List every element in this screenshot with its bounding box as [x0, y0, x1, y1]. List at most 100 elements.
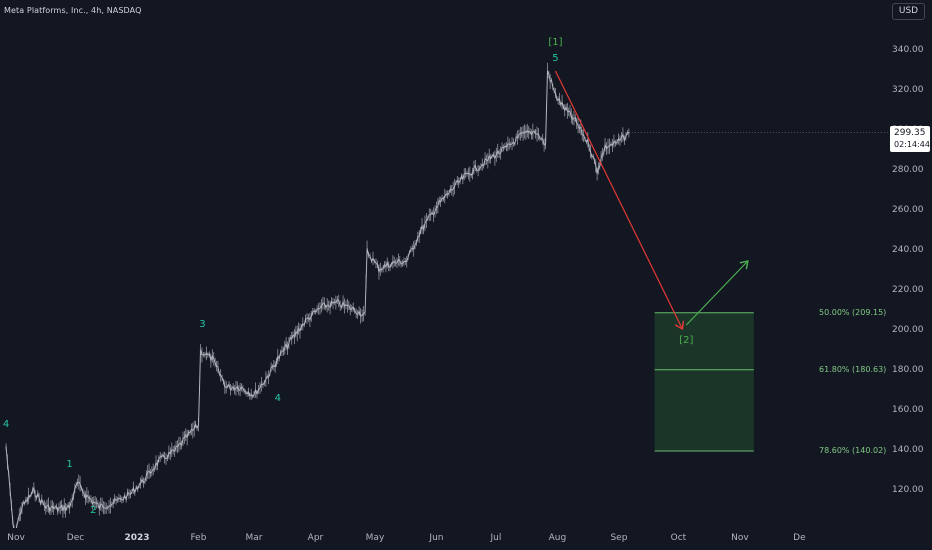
last-price-value: 299.35: [894, 128, 926, 138]
data-point-44: [546, 70, 549, 72]
y-tick-label: 340.00: [892, 45, 924, 55]
wave-label: 4: [274, 393, 281, 404]
x-tick-label: Jun: [429, 533, 444, 543]
data-point-19: [225, 386, 227, 388]
data-point-39: [491, 156, 493, 158]
x-tick-label: De: [793, 533, 806, 543]
x-tick-label: Dec: [66, 533, 85, 543]
down-projection-arrow: [554, 70, 682, 329]
data-point-24: [291, 338, 293, 340]
y-tick-label: 280.00: [892, 165, 924, 175]
data-point-3: [33, 490, 35, 492]
data-point-7: [76, 482, 79, 484]
data-point-41: [521, 134, 523, 136]
y-tick-label: 220.00: [892, 285, 924, 295]
x-tick-label: Nov: [7, 533, 25, 543]
wave-label: 5: [552, 53, 559, 64]
data-point-11: [128, 494, 130, 496]
data-point-28: [352, 308, 354, 310]
y-tick-label: 260.00: [892, 205, 924, 215]
data-point-8: [84, 494, 87, 496]
data-point-10: [112, 502, 114, 504]
data-point-15: [187, 434, 190, 436]
x-tick-label: Feb: [190, 533, 207, 543]
data-point-46: [562, 106, 565, 108]
data-point-16: [197, 424, 200, 426]
x-tick-label: Sep: [610, 533, 628, 543]
y-tick-label: 140.00: [892, 445, 924, 455]
wave-label: 3: [199, 319, 206, 330]
x-tick-label: Apr: [307, 533, 324, 543]
x-tick-label: Mar: [245, 533, 263, 543]
data-point-49: [596, 170, 598, 172]
data-point-47: [574, 120, 576, 122]
data-point-5: [57, 508, 59, 510]
x-tick-label: May: [365, 533, 385, 543]
data-point-50: [604, 146, 606, 148]
wave-label: 1: [66, 459, 73, 470]
y-tick-label: 180.00: [892, 365, 924, 375]
data-point-34: [420, 230, 422, 232]
data-point-20: [239, 386, 241, 388]
price-series-line: [5, 70, 630, 528]
data-point-40: [507, 146, 509, 148]
chart-svg: [5, 62, 888, 528]
data-point-4: [45, 506, 47, 508]
data-point-22: [265, 378, 267, 380]
data-point-27: [336, 302, 338, 304]
data-point-35: [435, 206, 438, 208]
data-point-6: [68, 506, 71, 508]
data-point-17: [199, 350, 202, 352]
wave-label: [1]: [548, 37, 563, 48]
data-point-32: [392, 262, 394, 264]
data-point-36: [449, 190, 451, 192]
data-point-43: [544, 144, 547, 146]
data-point-25: [304, 320, 307, 322]
x-tick-label: Aug: [548, 533, 567, 543]
y-tick-label: 160.00: [892, 405, 924, 415]
data-point-48: [588, 144, 590, 146]
data-point-23: [277, 358, 279, 360]
data-point-9: [98, 506, 100, 508]
bar-countdown: 02:14:44: [894, 140, 930, 149]
price-scale[interactable]: [888, 0, 932, 528]
wave-label: [2]: [679, 335, 694, 346]
chart-title: Meta Platforms, Inc., 4h, NASDAQ: [4, 6, 142, 15]
y-tick-label: 320.00: [892, 85, 924, 95]
x-tick-label: Oct: [670, 533, 687, 543]
data-point-30: [366, 250, 368, 252]
fib-level-label: 61.80% (180.63): [819, 364, 887, 374]
y-tick-label: 120.00: [892, 485, 924, 495]
data-point-21: [253, 394, 255, 396]
fib-level-label: 50.00% (209.15): [819, 307, 887, 317]
data-point-51: [616, 142, 618, 144]
data-point-18: [211, 358, 213, 360]
data-point-38: [477, 166, 479, 168]
data-point-14: [174, 450, 176, 452]
up-projection-arrow: [685, 261, 747, 326]
data-point-29: [364, 314, 366, 316]
last-price-label: 299.35 02:14:44: [890, 126, 930, 152]
data-point-12: [144, 478, 146, 480]
data-point-42: [535, 130, 537, 132]
chart-area[interactable]: [0, 0, 888, 528]
data-point-33: [406, 260, 408, 262]
data-point-2: [21, 506, 23, 508]
data-point-26: [320, 306, 323, 308]
wave-label: 4: [2, 419, 10, 430]
data-point-31: [378, 268, 380, 270]
x-tick-label: Jul: [490, 533, 502, 543]
data-point-52: [628, 132, 630, 134]
currency-button[interactable]: USD: [892, 3, 925, 20]
wave-label: 2: [90, 505, 97, 516]
data-point-37: [463, 176, 465, 178]
data-point-0: [5, 446, 7, 448]
data-point-13: [158, 460, 160, 462]
x-tick-label: 2023: [124, 533, 150, 543]
y-tick-label: 240.00: [892, 245, 924, 255]
x-tick-label: Nov: [731, 533, 749, 543]
fib-level-label: 78.60% (140.02): [819, 445, 887, 455]
data-point-45: [554, 94, 557, 96]
fib-zone: [654, 312, 754, 451]
y-tick-label: 200.00: [892, 325, 924, 335]
